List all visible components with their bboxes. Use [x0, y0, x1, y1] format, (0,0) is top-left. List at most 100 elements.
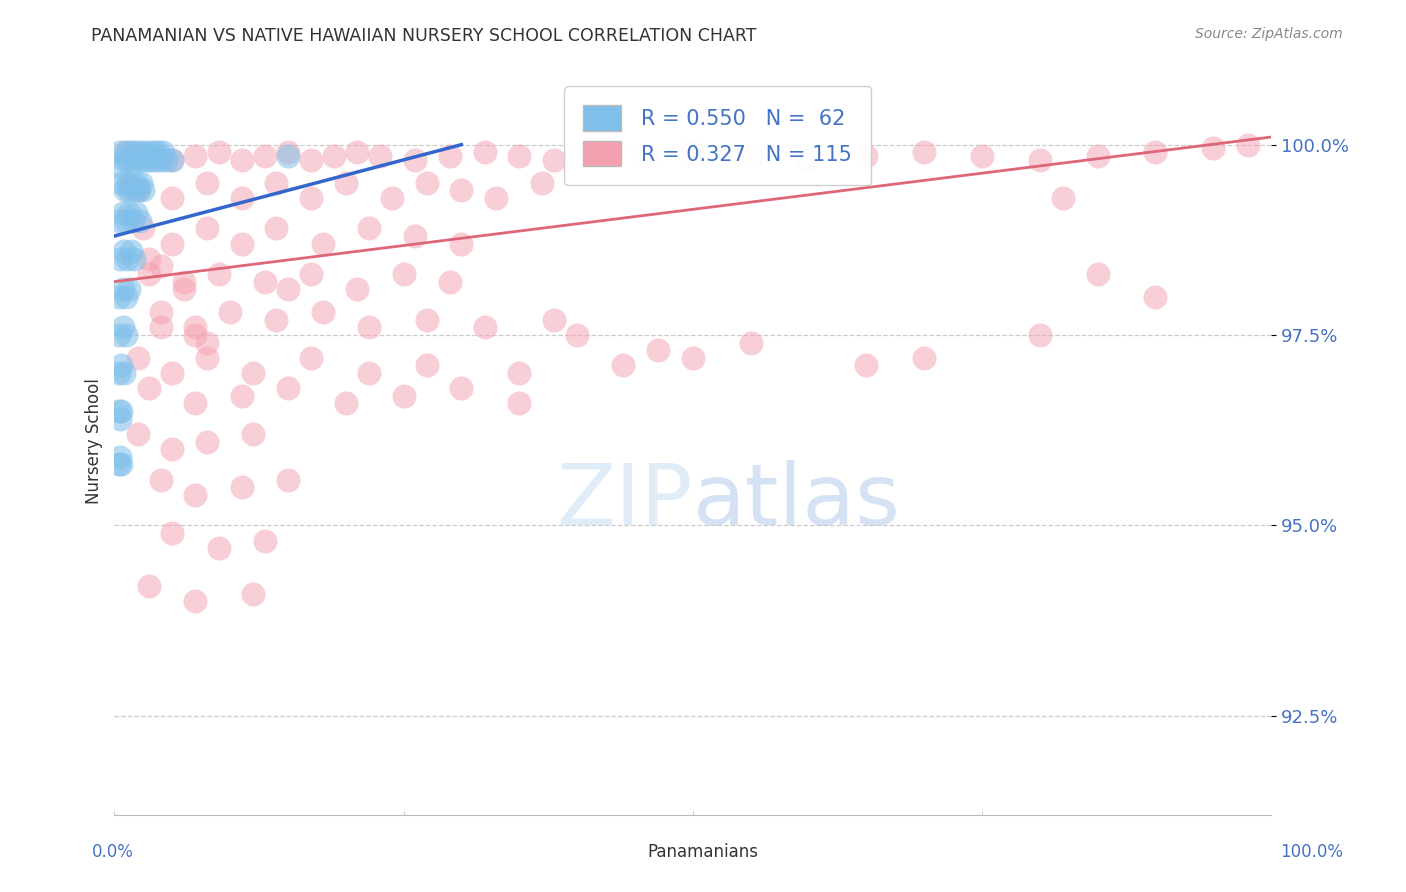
Point [392, 389, 415, 403]
Point [111, 282, 134, 296]
Text: 100.0%: 100.0% [1279, 843, 1343, 861]
Text: atlas: atlas [693, 459, 901, 542]
Point [277, 282, 299, 296]
Point [149, 473, 172, 487]
Point [543, 312, 565, 326]
Point [135, 153, 157, 167]
Point [118, 282, 141, 296]
Point [1202, 141, 1225, 155]
Point [117, 153, 139, 167]
Y-axis label: Nursery School: Nursery School [86, 378, 103, 505]
Point [311, 236, 333, 251]
Point [184, 328, 207, 343]
Point [647, 343, 669, 358]
Point [589, 145, 612, 160]
Point [108, 145, 131, 160]
Point [152, 145, 174, 160]
Point [1237, 137, 1260, 152]
Point [149, 260, 172, 274]
Point [115, 176, 138, 190]
Point [115, 328, 138, 343]
Point [184, 320, 207, 334]
Point [134, 145, 156, 160]
Point [108, 161, 131, 175]
Text: PANAMANIAN VS NATIVE HAWAIIAN NURSERY SCHOOL CORRELATION CHART: PANAMANIAN VS NATIVE HAWAIIAN NURSERY SC… [91, 27, 756, 45]
Point [508, 366, 530, 380]
Point [277, 149, 299, 163]
Point [450, 183, 472, 197]
Point [195, 351, 218, 365]
Point [162, 442, 184, 457]
Point [125, 206, 148, 220]
Point [266, 312, 288, 326]
Point [357, 221, 380, 235]
Point [184, 396, 207, 410]
Point [138, 267, 160, 281]
Point [115, 145, 138, 160]
Point [131, 153, 153, 167]
Point [195, 221, 218, 235]
Point [118, 206, 141, 220]
Point [162, 153, 184, 167]
Point [335, 176, 357, 190]
Point [173, 282, 195, 296]
Point [231, 153, 253, 167]
Point [122, 183, 145, 197]
Point [231, 236, 253, 251]
Point [415, 176, 437, 190]
Point [855, 149, 877, 163]
Point [149, 305, 172, 319]
Point [195, 434, 218, 449]
Point [404, 153, 426, 167]
Point [184, 149, 207, 163]
Point [108, 328, 131, 343]
Point [508, 149, 530, 163]
Point [1087, 149, 1109, 163]
Point [138, 149, 160, 163]
Point [108, 366, 131, 380]
Point [346, 145, 368, 160]
Point [162, 191, 184, 205]
Point [415, 312, 437, 326]
Point [450, 236, 472, 251]
Point [138, 579, 160, 593]
Text: 0.0%: 0.0% [91, 843, 134, 861]
Point [114, 183, 136, 197]
Point [682, 351, 704, 365]
Point [242, 426, 264, 441]
Point [110, 404, 132, 418]
Point [970, 149, 993, 163]
Point [311, 305, 333, 319]
Point [138, 252, 160, 266]
Point [184, 488, 207, 502]
Point [128, 145, 150, 160]
Point [740, 335, 762, 350]
Point [231, 480, 253, 494]
Point [335, 396, 357, 410]
Point [108, 214, 131, 228]
Text: Panamanians: Panamanians [648, 843, 758, 861]
Point [122, 214, 145, 228]
Point [108, 450, 131, 464]
Point [138, 381, 160, 395]
Point [112, 366, 135, 380]
Point [1029, 328, 1052, 343]
Point [127, 183, 149, 197]
Point [381, 191, 404, 205]
Text: ZIP: ZIP [557, 459, 693, 542]
Point [740, 149, 762, 163]
Point [612, 359, 634, 373]
Point [162, 236, 184, 251]
Point [855, 359, 877, 373]
Point [110, 176, 132, 190]
Point [127, 426, 149, 441]
Point [323, 149, 346, 163]
Point [184, 594, 207, 608]
Point [277, 145, 299, 160]
Point [108, 411, 131, 425]
Point [508, 396, 530, 410]
Point [110, 359, 132, 373]
Point [122, 252, 145, 266]
Point [112, 244, 135, 259]
Point [145, 153, 167, 167]
